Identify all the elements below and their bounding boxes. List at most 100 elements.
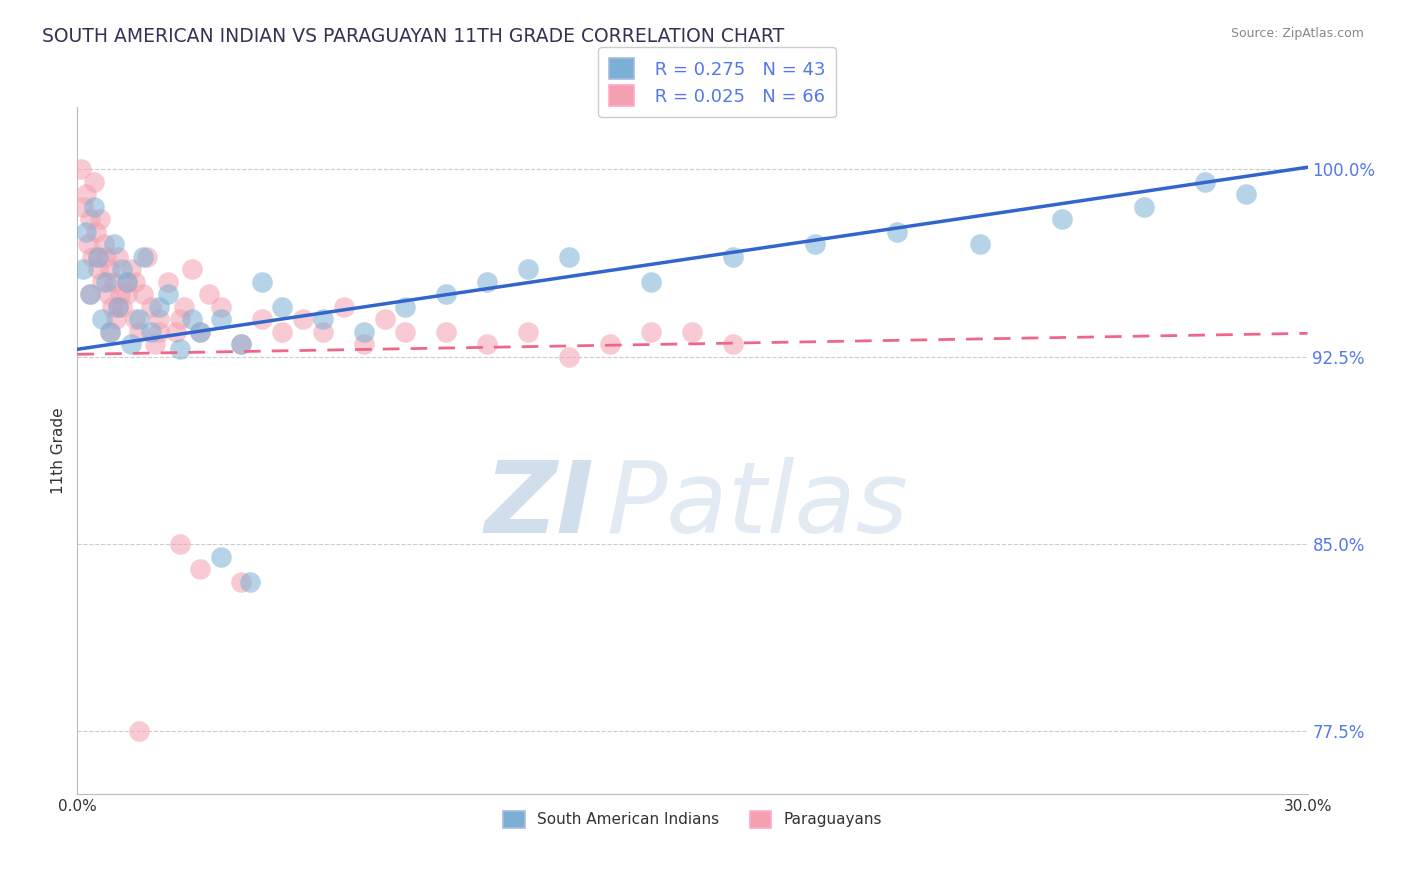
Text: Patlas: Patlas [606, 457, 908, 554]
Point [87, 250, 110, 264]
Point [723, 337, 745, 351]
Point [148, 312, 170, 326]
Point [148, 325, 170, 339]
Point [79, 287, 101, 301]
Point [90, 275, 114, 289]
Point [128, 325, 150, 339]
Point [98, 262, 121, 277]
Point [93, 237, 115, 252]
Point [105, 312, 128, 326]
Point [84, 225, 107, 239]
Text: SOUTH AMERICAN INDIAN VS PARAGUAYAN 11TH GRADE CORRELATION CHART: SOUTH AMERICAN INDIAN VS PARAGUAYAN 11TH… [42, 27, 785, 45]
Point [231, 337, 253, 351]
Point [80, 250, 103, 264]
Point [115, 275, 138, 289]
Point [1194, 175, 1216, 189]
Point [94, 250, 117, 264]
Point [250, 275, 273, 289]
Point [141, 325, 163, 339]
Point [558, 250, 581, 264]
Point [353, 337, 375, 351]
Point [436, 287, 458, 301]
Point [89, 212, 111, 227]
Point [169, 312, 191, 326]
Point [128, 312, 150, 326]
Point [79, 287, 101, 301]
Point [103, 275, 125, 289]
Point [124, 312, 146, 326]
Point [374, 312, 396, 326]
Point [83, 175, 105, 189]
Point [120, 262, 142, 277]
Point [312, 312, 335, 326]
Point [188, 562, 212, 576]
Point [804, 237, 827, 252]
Point [103, 237, 125, 252]
Point [115, 275, 138, 289]
Point [291, 312, 314, 326]
Point [1050, 212, 1073, 227]
Y-axis label: 11th Grade: 11th Grade [51, 407, 66, 494]
Point [111, 300, 134, 314]
Point [1234, 187, 1257, 202]
Point [75, 187, 97, 202]
Point [312, 325, 335, 339]
Point [517, 325, 540, 339]
Point [209, 312, 232, 326]
Point [115, 287, 138, 301]
Point [141, 300, 163, 314]
Point [188, 325, 212, 339]
Point [640, 275, 662, 289]
Point [517, 262, 540, 277]
Point [107, 300, 129, 314]
Point [558, 350, 581, 364]
Point [107, 250, 129, 264]
Point [98, 325, 121, 339]
Point [477, 275, 499, 289]
Point [101, 300, 124, 314]
Point [394, 325, 416, 339]
Point [209, 300, 232, 314]
Point [969, 237, 991, 252]
Point [143, 337, 166, 351]
Point [271, 300, 294, 314]
Point [173, 300, 195, 314]
Point [169, 343, 191, 357]
Point [239, 574, 262, 589]
Point [682, 325, 704, 339]
Point [165, 325, 187, 339]
Point [72, 262, 94, 277]
Point [181, 262, 204, 277]
Point [1132, 200, 1154, 214]
Point [156, 275, 179, 289]
Point [436, 325, 458, 339]
Point [148, 300, 170, 314]
Point [640, 325, 662, 339]
Point [136, 250, 159, 264]
Point [169, 537, 191, 551]
Point [76, 237, 98, 252]
Point [107, 300, 129, 314]
Point [79, 212, 101, 227]
Point [75, 225, 97, 239]
Point [394, 300, 416, 314]
Point [87, 262, 110, 277]
Point [886, 225, 908, 239]
Point [231, 337, 253, 351]
Point [599, 337, 621, 351]
Text: Source: ZipAtlas.com: Source: ZipAtlas.com [1230, 27, 1364, 40]
Point [156, 287, 179, 301]
Text: ZI: ZI [484, 457, 595, 554]
Point [181, 312, 204, 326]
Point [72, 200, 94, 214]
Point [188, 325, 212, 339]
Point [110, 287, 132, 301]
Legend: South American Indians, Paraguayans: South American Indians, Paraguayans [498, 805, 887, 834]
Point [83, 200, 105, 214]
Point [132, 287, 155, 301]
Point [333, 300, 356, 314]
Point [90, 312, 114, 326]
Point [70, 162, 93, 177]
Point [98, 325, 121, 339]
Point [132, 250, 155, 264]
